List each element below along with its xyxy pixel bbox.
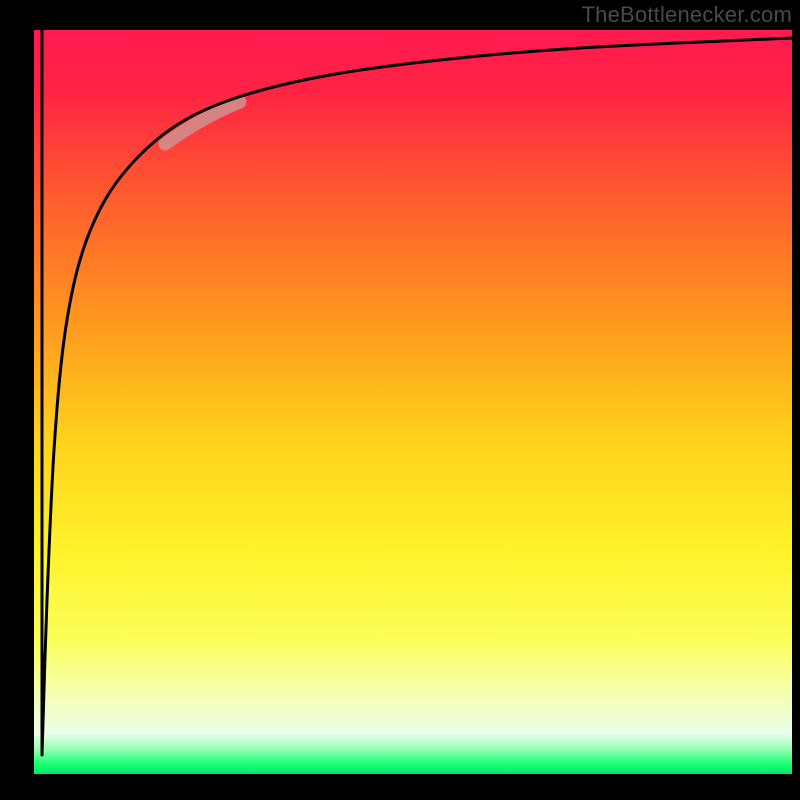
bottleneck-curve-chart [0,0,800,800]
watermark-text: TheBottlenecker.com [582,2,792,28]
chart-frame: TheBottlenecker.com [0,0,800,800]
gradient-plot-area [34,30,792,774]
